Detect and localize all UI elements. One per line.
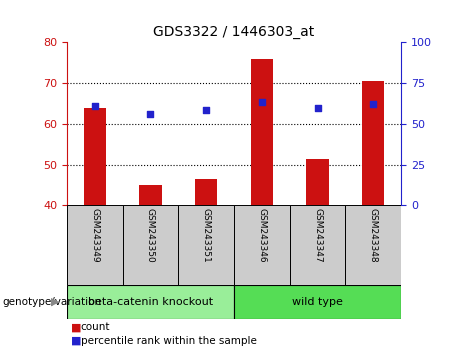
Bar [83,108,106,205]
Text: GSM243351: GSM243351 [201,208,211,262]
Bar [195,179,217,205]
Text: ■: ■ [71,336,82,346]
Text: GSM243350: GSM243350 [146,208,155,262]
Text: GSM243348: GSM243348 [369,208,378,262]
Bar [362,81,384,205]
Text: GSM243346: GSM243346 [257,208,266,262]
Bar [290,205,345,285]
Point [370,101,377,106]
Bar [139,185,161,205]
Point [91,103,98,108]
Text: wild type: wild type [292,297,343,307]
Bar [345,205,401,285]
Bar [251,59,273,205]
Bar [234,205,290,285]
Text: ■: ■ [71,322,82,332]
Text: GSM243347: GSM243347 [313,208,322,262]
Bar [307,159,329,205]
Text: beta-catenin knockout: beta-catenin knockout [88,297,213,307]
Point [202,107,210,113]
Title: GDS3322 / 1446303_at: GDS3322 / 1446303_at [154,25,314,39]
Point [147,111,154,116]
Text: genotype/variation: genotype/variation [2,297,101,307]
Text: ▶: ▶ [51,297,59,307]
Bar [234,285,401,319]
Text: count: count [81,322,110,332]
Text: percentile rank within the sample: percentile rank within the sample [81,336,257,346]
Point [314,105,321,110]
Point [258,99,266,104]
Bar [67,285,234,319]
Bar [178,205,234,285]
Text: GSM243349: GSM243349 [90,208,99,262]
Bar [123,205,178,285]
Bar [67,205,123,285]
